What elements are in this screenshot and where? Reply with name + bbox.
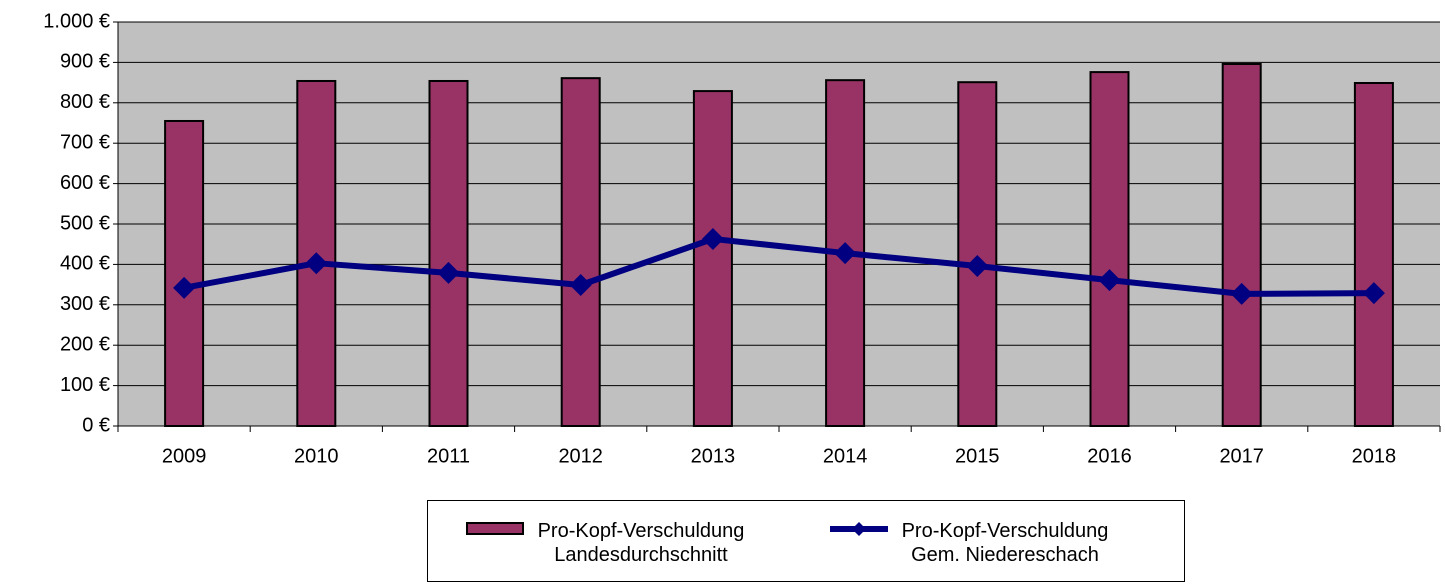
y-tick-label: 0 €	[82, 414, 110, 436]
y-tick-label: 200 €	[60, 333, 110, 355]
y-tick-label: 500 €	[60, 212, 110, 234]
x-tick-label: 2018	[1352, 445, 1397, 467]
y-tick-label: 1.000 €	[43, 10, 110, 32]
line	[183, 235, 1374, 297]
marker	[437, 261, 460, 284]
bar	[1353, 82, 1394, 427]
y-tick-label: 600 €	[60, 172, 110, 194]
x-tick-label: 2009	[162, 445, 207, 467]
bar	[164, 119, 205, 427]
y-tick-label: 700 €	[60, 131, 110, 153]
marker	[1230, 282, 1253, 305]
legend-label: Pro-Kopf-Verschuldung Gem. Niedereschach	[901, 520, 1109, 566]
bar	[957, 81, 998, 427]
marker	[1098, 269, 1121, 292]
y-tick-label: 100 €	[60, 374, 110, 396]
x-tick-label: 2011	[427, 445, 470, 467]
marker	[966, 255, 989, 278]
bar	[428, 79, 469, 427]
x-tick-label: 2017	[1219, 445, 1264, 467]
x-tick-label: 2016	[1087, 445, 1132, 467]
legend-entry: Pro-Kopf-Verschuldung Gem. Niedereschach	[828, 519, 1120, 567]
marker	[569, 274, 592, 297]
marker	[1362, 282, 1385, 305]
bar	[560, 77, 601, 427]
y-tick-label: 400 €	[60, 253, 110, 275]
bar	[692, 90, 733, 427]
legend-swatch	[830, 522, 888, 536]
y-tick-label: 300 €	[60, 293, 110, 315]
legend-bar-swatch	[466, 522, 524, 535]
x-tick-label: 2014	[823, 445, 868, 467]
legend-swatch	[466, 522, 524, 535]
x-tick-label: 2010	[294, 445, 339, 467]
bar	[1089, 71, 1130, 427]
legend-marker	[852, 522, 866, 536]
x-tick-label: 2015	[955, 445, 1000, 467]
legend-label: Pro-Kopf-Verschuldung Landesdurchschnitt	[537, 520, 745, 566]
marker	[701, 227, 724, 250]
marker	[834, 242, 857, 265]
y-tick-label: 800 €	[60, 91, 110, 113]
marker	[305, 252, 328, 275]
x-tick-label: 2013	[691, 445, 736, 467]
bar	[1221, 63, 1262, 428]
marker	[173, 276, 196, 299]
legend-entry: Pro-Kopf-Verschuldung Landesdurchschnitt	[466, 519, 756, 567]
x-tick-label: 2012	[558, 445, 603, 467]
legend: Pro-Kopf-Verschuldung Landesdurchschnitt…	[427, 500, 1185, 582]
y-tick-label: 900 €	[60, 51, 110, 73]
